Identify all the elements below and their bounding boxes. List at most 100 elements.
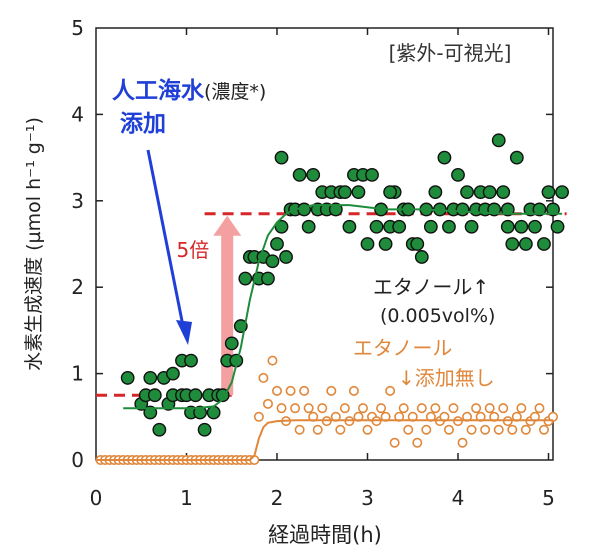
y-axis-label: 水素生成速度 (µmol h⁻¹ g⁻¹) [23,117,45,371]
ethanol-point [410,237,425,251]
no-ethanol-point [548,411,559,422]
y-tick-label: 1 [71,362,84,386]
ethanol-point [224,336,239,351]
seawater-add-label: 添加 [120,111,166,137]
no-ethanol-add-label: ↓添加無し [398,366,495,390]
no-ethanol-point [262,398,273,409]
ethanol-point [360,237,375,251]
ethanol-point [306,167,321,182]
no-ethanol-point [357,403,368,414]
no-ethanol-point [303,403,314,414]
no-ethanol-point [317,403,328,414]
ethanol-point [500,202,515,217]
y-tick-label: 4 [71,102,84,126]
no-ethanol-point [362,424,373,435]
x-tick-label: 4 [452,486,465,510]
ethanol-point [301,219,316,234]
enhancement-label: 5倍 [176,238,209,262]
ethanol-point [442,219,456,234]
ethanol-point [423,219,438,234]
x-tick-label: 1 [180,486,193,510]
no-ethanol-point [466,424,477,435]
ethanol-point [537,237,551,251]
x-axis-label: 経過時間(h) [268,523,382,547]
ethanol-point [514,219,529,234]
ethanol-point [383,185,398,200]
ethanol-point [328,202,343,217]
ethanol-label: エタノール↑ [373,275,489,299]
ethanol-point [541,185,556,200]
seawater-label: 人工海水 [112,77,205,104]
ethanol-point [193,405,207,420]
ethanol-point [197,422,212,437]
ethanol-point [505,237,520,251]
ethanol-point [550,219,565,234]
ethanol-point [555,185,569,200]
no-ethanol-point [403,424,414,435]
ethanol-point [206,405,221,420]
no-ethanol-point [276,403,287,414]
ethanol-point [460,185,474,200]
ethanol-point [437,150,452,165]
no-ethanol-point [335,424,346,435]
no-ethanol-point [339,403,350,414]
ethanol-point [279,250,293,264]
no-ethanol-point [398,403,409,414]
ethanol-concentration-label: (0.005vol%) [380,305,495,327]
no-ethanol-point [507,424,518,435]
no-ethanol-point [520,424,531,435]
concentration-label: (濃度*) [204,81,266,103]
ethanol-point [532,202,547,217]
no-ethanol-point [385,385,396,396]
no-ethanol-point [348,385,359,396]
ethanol-point [143,405,158,420]
ethanol-point [455,202,470,217]
no-ethanol-point [290,403,301,414]
ethanol-point [496,185,511,200]
y-tick-label: 5 [71,16,84,40]
no-ethanol-point [326,385,337,396]
ethanol-point [184,353,198,368]
no-ethanol-point [267,355,278,366]
ethanol-point [428,185,443,200]
y-tick-label: 3 [71,189,84,213]
no-ethanol-point [389,437,400,448]
ethanol-point [365,167,379,182]
ethanol-point [274,150,289,165]
ethanol-point [451,167,465,182]
y-tick-label: 0 [71,448,84,472]
no-ethanol-point [258,372,269,383]
no-ethanol-point [416,403,427,414]
x-tick-label: 0 [90,486,103,510]
chart-title: [紫外-可視光] [389,41,512,65]
x-tick-label: 3 [361,486,374,510]
no-ethanol-point [471,403,482,414]
ethanol-point [120,371,135,385]
ethanol-point [292,167,307,182]
ethanol-point [369,219,384,234]
ethanol-point [464,219,479,234]
enhancement-arrow-shaft [221,233,234,396]
no-ethanol-point [538,424,549,435]
no-ethanol-point [534,403,545,414]
no-ethanol-point [253,411,264,422]
y-tick-label: 2 [71,275,84,299]
no-ethanol-label: エタノール [353,336,452,360]
no-ethanol-point [498,403,509,414]
no-ethanol-fit-curve [96,419,553,461]
ethanol-point [482,185,497,200]
ethanol-point [337,185,352,200]
ethanol-point [166,366,180,381]
ethanol-point [265,254,280,269]
no-ethanol-point [285,385,296,396]
ethanol-point [143,371,158,385]
seawater-annotation: 人工海水(濃度*) [112,77,266,104]
no-ethanol-point [430,403,441,414]
no-ethanol-point [516,403,527,414]
no-ethanol-point [412,437,423,448]
x-tick-label: 5 [542,486,555,510]
no-ethanol-point [484,403,495,414]
plot-frame [95,27,554,461]
x-ticks: 0 1 2 3 4 5 [90,28,555,510]
